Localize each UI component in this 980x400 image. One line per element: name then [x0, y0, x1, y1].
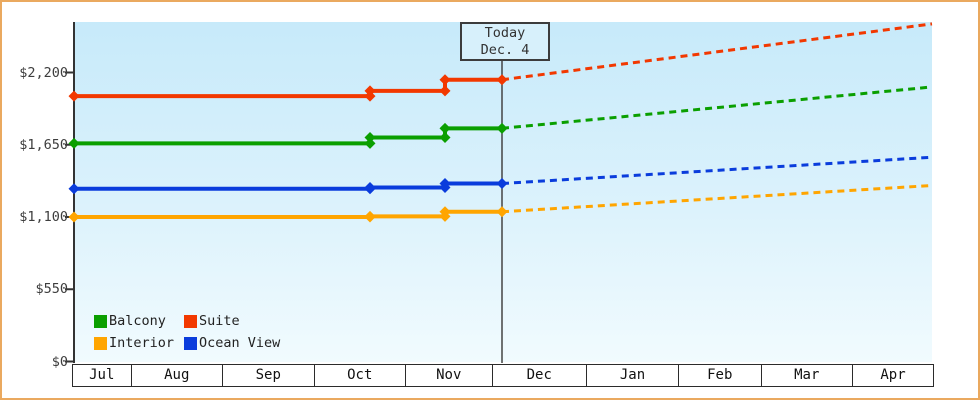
today-date-label: Dec. 4: [480, 42, 530, 58]
legend-label: Interior: [109, 335, 175, 351]
series-suite-marker: [439, 85, 451, 97]
series-balcony-marker: [439, 122, 451, 134]
series-ocean-view-history-line: [74, 181, 502, 191]
series-balcony-forecast-line: [501, 85, 933, 130]
y-axis-tick-label: $1,100: [19, 209, 68, 225]
legend: Balcony Suite Interior Ocean View: [94, 313, 280, 351]
month-cell-feb: Feb: [679, 365, 761, 386]
month-cell-aug: Aug: [131, 365, 222, 386]
series-balcony-marker: [364, 137, 376, 149]
series-ocean-view-forecast-line: [501, 155, 933, 185]
series-balcony-history-line: [74, 126, 502, 146]
series-balcony-marker: [496, 122, 508, 134]
series-suite-marker: [496, 74, 508, 86]
series-suite-marker: [68, 90, 80, 102]
legend-item-ocean-view[interactable]: Ocean View: [184, 335, 280, 351]
legend-item-suite[interactable]: Suite: [184, 313, 280, 329]
y-axis-tick-label: $2,200: [19, 64, 68, 81]
month-cell-oct: Oct: [314, 365, 405, 386]
series-interior-marker: [439, 206, 451, 218]
month-cell-apr: Apr: [853, 365, 933, 386]
legend-item-interior[interactable]: Interior: [94, 335, 184, 351]
series-suite-marker: [439, 74, 451, 86]
series-suite-marker: [364, 85, 376, 97]
series-interior-history-line: [74, 209, 502, 219]
series-balcony-marker: [364, 132, 376, 144]
month-cell-nov: Nov: [406, 365, 492, 386]
series-interior-forecast-line: [501, 183, 933, 214]
series-ocean-view-marker: [68, 183, 80, 195]
series-interior-marker: [496, 206, 508, 218]
month-cell-jan: Jan: [587, 365, 678, 386]
legend-label: Ocean View: [199, 335, 281, 351]
legend-label: Suite: [199, 313, 240, 329]
today-annotation-box: Today Dec. 4: [460, 22, 550, 61]
y-axis-tick-label: $550: [35, 281, 68, 298]
series-balcony-marker: [439, 132, 451, 144]
month-cell-sep: Sep: [223, 365, 314, 386]
legend-item-balcony[interactable]: Balcony: [94, 313, 184, 329]
ocean-view-color-swatch-icon: [184, 336, 197, 350]
y-axis-tick-label: $1,650: [19, 136, 68, 153]
series-interior-marker: [364, 210, 376, 222]
series-ocean-view-marker: [439, 178, 451, 190]
legend-label: Balcony: [109, 313, 166, 329]
interior-color-swatch-icon: [94, 336, 107, 350]
y-axis-tick-label: $0: [51, 353, 68, 370]
series-ocean-view-marker: [496, 178, 508, 190]
month-cell-mar: Mar: [761, 365, 852, 386]
balcony-color-swatch-icon: [94, 314, 107, 328]
month-cell-dec: Dec: [492, 365, 586, 386]
x-axis-month-row: Jul Aug Sep Oct Nov Dec Jan Feb Mar Apr: [72, 364, 934, 387]
today-label: Today: [484, 25, 526, 41]
suite-color-swatch-icon: [184, 314, 197, 328]
series-interior-marker: [68, 211, 80, 223]
month-cell-jul: Jul: [73, 365, 131, 386]
series-suite-history-line: [74, 77, 502, 99]
series-ocean-view-marker: [364, 181, 376, 193]
series-balcony-marker: [68, 137, 80, 149]
series-suite-forecast-line: [501, 22, 933, 82]
